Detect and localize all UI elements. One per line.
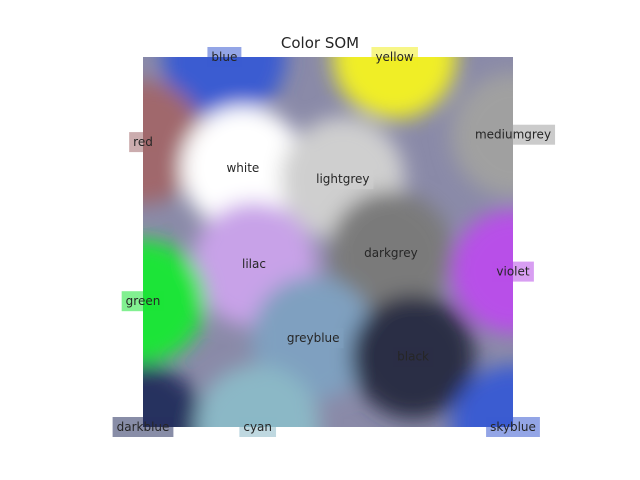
som-field [143,57,513,427]
label-box-greyblue [282,328,344,349]
label-box-yellow [371,47,418,67]
label-box-lightgrey [312,169,374,190]
label-box-mediumgrey [470,124,556,145]
som-cell-yellow [332,57,457,119]
som-cell-skyblue [451,365,513,427]
label-darkblue: darkblue [117,420,170,434]
label-box-red [129,132,157,153]
som-cell-cyan [195,365,320,427]
som-cell-violet [451,209,513,334]
label-blue: blue [211,50,237,64]
label-box-blue [207,47,242,67]
label-lightgrey: lightgrey [316,172,369,186]
label-black: black [397,350,429,364]
label-mediumgrey: mediumgrey [475,128,551,142]
label-red: red [133,135,153,149]
label-yellow: yellow [375,50,413,64]
label-box-green [121,291,165,312]
label-violet: violet [496,265,529,279]
label-box-white [222,158,264,178]
label-greyblue: greyblue [287,331,340,345]
chart-title: Color SOM [280,34,360,52]
label-box-lilac [238,254,270,275]
label-box-violet [492,261,534,282]
label-lilac: lilac [242,257,266,271]
label-white: white [226,161,259,175]
label-box-black [393,346,434,367]
label-skyblue: skyblue [490,420,536,434]
som-cell-blue [162,57,287,119]
label-darkgrey: darkgrey [364,246,418,260]
som-cell-darkblue [143,365,205,427]
label-box-darkblue [112,417,174,437]
label-cyan: cyan [243,420,272,434]
som-cell-green [143,239,205,364]
label-box-darkgrey [360,243,422,264]
label-green: green [126,294,161,308]
label-box-cyan [239,417,277,437]
label-box-skyblue [486,417,540,437]
